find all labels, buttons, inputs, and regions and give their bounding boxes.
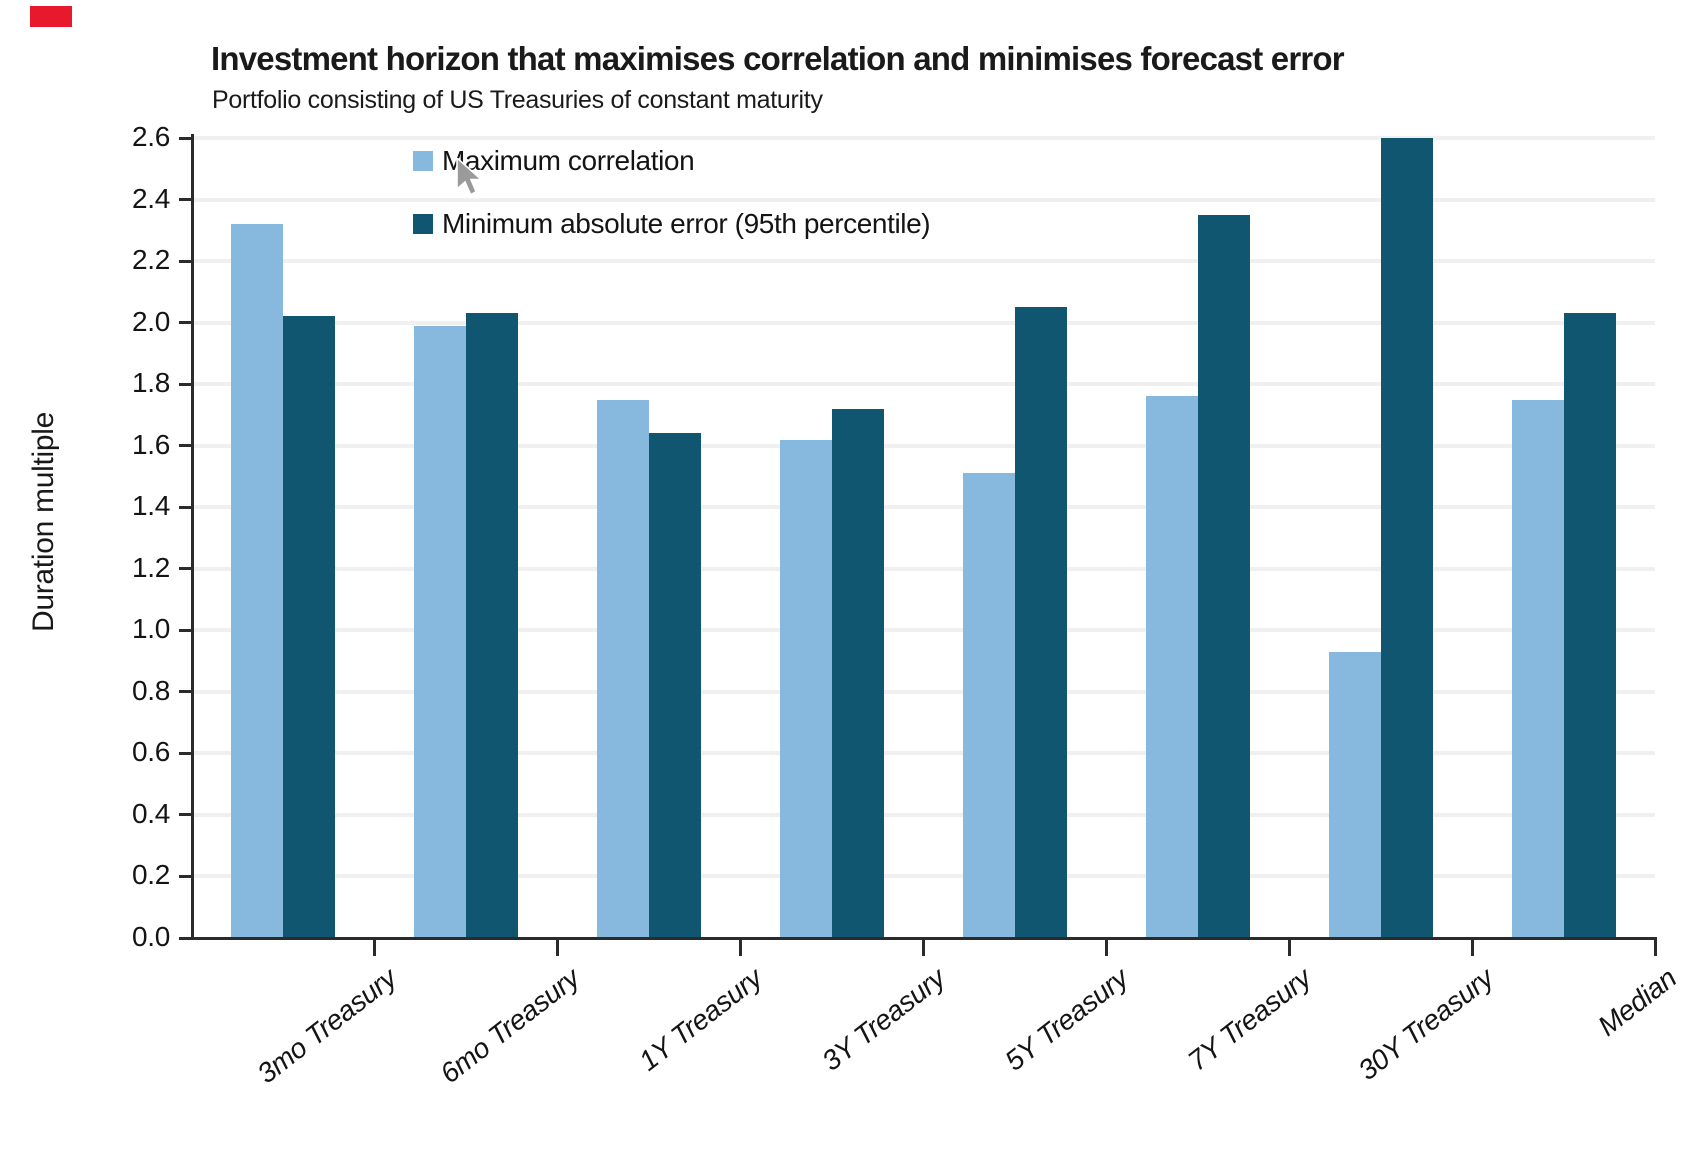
gridline [192,751,1655,756]
y-tick-label: 1.6 [131,428,170,460]
gridline [192,874,1655,879]
y-axis-tick [179,567,192,571]
y-tick-label: 0.0 [131,921,170,952]
x-axis-tick [373,938,377,956]
bar-max-correlation [414,325,467,938]
x-tick-label: 5Y Treasury [998,962,1134,1077]
y-axis-tick [179,198,192,202]
x-axis-tick [556,938,560,956]
mouse-cursor [456,158,484,196]
legend-swatch-light-blue [413,151,433,171]
gridline [192,136,1655,140]
gridline [192,443,1655,448]
chart-title: Investment horizon that maximises correl… [211,40,1345,77]
x-tick-label: 3mo Treasury [251,962,402,1090]
y-tick-label: 0.6 [131,736,170,768]
y-axis-tick [179,259,192,263]
y-tick-label: 2.4 [131,182,170,214]
gridline [192,812,1655,817]
gridline [192,689,1655,694]
x-tick-label: 6mo Treasury [434,962,585,1090]
y-axis-tick [179,690,192,694]
gridline [192,197,1655,202]
gridline [192,259,1655,264]
y-axis-tick [179,382,192,386]
y-tick-label: 0.2 [131,859,170,891]
x-tick-label: 7Y Treasury [1181,962,1317,1077]
legend-item-max-correlation: Maximum correlation [413,145,695,177]
y-tick-label: 1.0 [131,613,170,645]
y-axis-tick [179,936,192,940]
y-tick-label: 2.2 [131,244,170,276]
x-tick-label: 3Y Treasury [815,962,951,1077]
bar-min-abs-error [1563,313,1616,938]
gridline [192,628,1655,633]
bar-min-abs-error [1014,307,1067,938]
red-brand-mark [30,6,72,27]
bar-min-abs-error [1197,214,1250,938]
gridline [192,320,1655,325]
x-axis-tick [1470,938,1474,956]
x-axis-tick [1653,938,1657,956]
x-axis-tick [739,938,743,956]
x-axis-tick [922,938,925,956]
x-tick-label: 30Y Treasury [1352,962,1500,1087]
bar-min-abs-error [283,316,336,938]
x-tick-label: 1Y Treasury [633,962,768,1077]
bar-max-correlation [780,439,833,938]
bar-max-correlation [1511,399,1564,938]
y-tick-label: 0.4 [131,797,170,829]
y-axis-tick [179,874,192,878]
y-axis-title: Duration multiple [27,412,60,633]
gridline [192,566,1655,571]
x-axis-line [190,936,1657,940]
y-axis-tick [179,751,192,755]
chart-subtitle: Portfolio consisting of US Treasuries of… [212,86,823,114]
legend-swatch-dark-teal [413,214,433,234]
legend-item-min-abs-error: Minimum absolute error (95th percentile) [413,208,931,240]
y-axis-tick [179,444,192,448]
bar-max-correlation [962,473,1015,938]
bar-max-correlation [597,399,650,938]
y-tick-label: 0.8 [131,674,170,706]
y-tick-label: 2.0 [131,305,170,337]
y-axis-line [190,134,194,940]
y-tick-label: 1.2 [131,551,170,583]
bar-min-abs-error [1380,138,1433,938]
bar-min-abs-error [466,313,519,938]
y-axis-tick [179,136,192,140]
x-tick-label: Median [1592,962,1682,1042]
y-tick-label: 2.6 [131,121,170,152]
legend-label: Minimum absolute error (95th percentile) [442,208,931,239]
bar-min-abs-error [832,408,885,938]
bar-max-correlation [1328,651,1381,938]
bar-max-correlation [1145,396,1198,938]
y-axis-tick [179,813,192,817]
gridline [192,505,1655,510]
bar-min-abs-error [649,433,702,938]
bar-max-correlation [231,224,284,938]
legend-label: Maximum correlation [442,145,695,176]
y-axis-tick [179,505,192,509]
gridline [192,382,1655,387]
x-axis-tick [1104,938,1108,956]
y-axis-tick [179,628,192,632]
y-axis-tick [179,321,192,325]
y-tick-label: 1.4 [131,490,170,522]
y-tick-label: 1.8 [131,367,170,399]
x-axis-tick [1287,938,1291,956]
